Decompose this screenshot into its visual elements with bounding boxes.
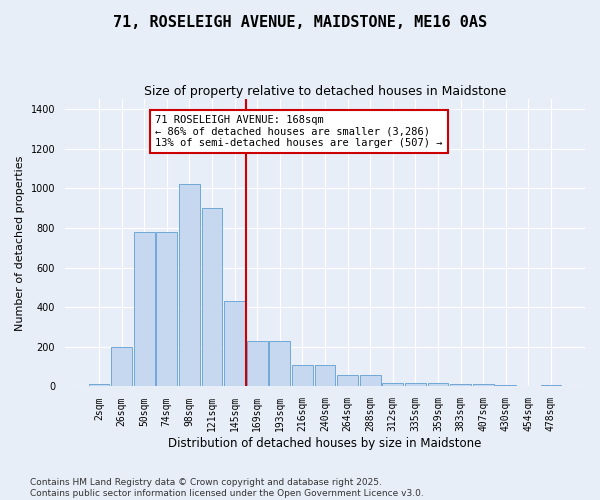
Bar <box>337 374 358 386</box>
Bar <box>179 184 200 386</box>
Bar <box>360 374 380 386</box>
Bar <box>450 384 471 386</box>
Bar <box>157 232 177 386</box>
Title: Size of property relative to detached houses in Maidstone: Size of property relative to detached ho… <box>144 85 506 98</box>
Bar <box>134 232 155 386</box>
Bar <box>89 384 109 386</box>
Bar <box>111 347 132 387</box>
Bar <box>224 302 245 386</box>
Bar <box>382 382 403 386</box>
Text: Contains HM Land Registry data © Crown copyright and database right 2025.
Contai: Contains HM Land Registry data © Crown c… <box>30 478 424 498</box>
Bar <box>428 382 448 386</box>
Y-axis label: Number of detached properties: Number of detached properties <box>15 155 25 330</box>
Text: 71, ROSELEIGH AVENUE, MAIDSTONE, ME16 0AS: 71, ROSELEIGH AVENUE, MAIDSTONE, ME16 0A… <box>113 15 487 30</box>
Bar <box>247 341 268 386</box>
Bar <box>314 364 335 386</box>
Text: 71 ROSELEIGH AVENUE: 168sqm
← 86% of detached houses are smaller (3,286)
13% of : 71 ROSELEIGH AVENUE: 168sqm ← 86% of det… <box>155 115 443 148</box>
X-axis label: Distribution of detached houses by size in Maidstone: Distribution of detached houses by size … <box>168 437 482 450</box>
Bar <box>292 364 313 386</box>
Bar <box>202 208 223 386</box>
Bar <box>405 382 426 386</box>
Bar <box>269 341 290 386</box>
Bar <box>473 384 494 386</box>
